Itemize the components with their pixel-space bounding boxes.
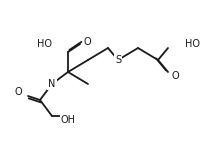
Text: OH: OH: [60, 115, 75, 125]
Text: O: O: [14, 87, 22, 97]
Text: HO: HO: [37, 39, 52, 49]
Text: O: O: [171, 71, 179, 81]
Text: O: O: [84, 37, 91, 47]
Text: N: N: [48, 79, 55, 89]
Text: HO: HO: [184, 39, 199, 49]
Text: S: S: [114, 55, 120, 65]
